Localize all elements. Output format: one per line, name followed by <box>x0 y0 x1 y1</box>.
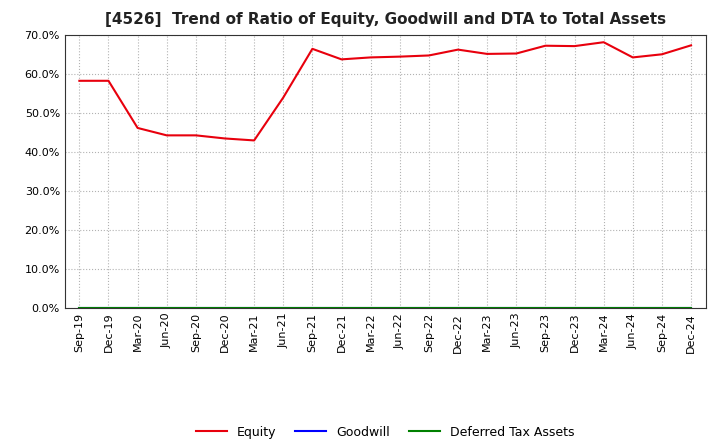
Deferred Tax Assets <box>220 305 229 311</box>
Deferred Tax Assets <box>308 305 317 311</box>
Goodwill <box>425 305 433 311</box>
Deferred Tax Assets <box>541 305 550 311</box>
Equity <box>163 133 171 138</box>
Title: [4526]  Trend of Ratio of Equity, Goodwill and DTA to Total Assets: [4526] Trend of Ratio of Equity, Goodwil… <box>104 12 666 27</box>
Deferred Tax Assets <box>629 305 637 311</box>
Goodwill <box>163 305 171 311</box>
Deferred Tax Assets <box>570 305 579 311</box>
Equity <box>512 51 521 56</box>
Goodwill <box>483 305 492 311</box>
Equity <box>220 136 229 141</box>
Goodwill <box>629 305 637 311</box>
Goodwill <box>454 305 462 311</box>
Equity <box>454 47 462 52</box>
Equity <box>337 57 346 62</box>
Equity <box>629 55 637 60</box>
Equity <box>483 51 492 57</box>
Equity <box>104 78 113 84</box>
Goodwill <box>657 305 666 311</box>
Deferred Tax Assets <box>483 305 492 311</box>
Equity <box>395 54 404 59</box>
Equity <box>366 55 375 60</box>
Equity <box>308 46 317 51</box>
Equity <box>192 133 200 138</box>
Equity <box>75 78 84 84</box>
Goodwill <box>366 305 375 311</box>
Goodwill <box>308 305 317 311</box>
Deferred Tax Assets <box>425 305 433 311</box>
Goodwill <box>250 305 258 311</box>
Deferred Tax Assets <box>657 305 666 311</box>
Equity <box>250 138 258 143</box>
Deferred Tax Assets <box>395 305 404 311</box>
Goodwill <box>395 305 404 311</box>
Line: Equity: Equity <box>79 42 691 140</box>
Deferred Tax Assets <box>133 305 142 311</box>
Deferred Tax Assets <box>104 305 113 311</box>
Equity <box>599 40 608 45</box>
Deferred Tax Assets <box>599 305 608 311</box>
Deferred Tax Assets <box>75 305 84 311</box>
Goodwill <box>279 305 287 311</box>
Deferred Tax Assets <box>366 305 375 311</box>
Goodwill <box>570 305 579 311</box>
Equity <box>687 43 696 48</box>
Deferred Tax Assets <box>337 305 346 311</box>
Deferred Tax Assets <box>454 305 462 311</box>
Equity <box>133 125 142 131</box>
Equity <box>279 95 287 100</box>
Deferred Tax Assets <box>250 305 258 311</box>
Equity <box>657 51 666 57</box>
Goodwill <box>687 305 696 311</box>
Goodwill <box>220 305 229 311</box>
Goodwill <box>599 305 608 311</box>
Goodwill <box>337 305 346 311</box>
Deferred Tax Assets <box>192 305 200 311</box>
Goodwill <box>104 305 113 311</box>
Goodwill <box>192 305 200 311</box>
Equity <box>570 44 579 49</box>
Goodwill <box>75 305 84 311</box>
Equity <box>541 43 550 48</box>
Deferred Tax Assets <box>687 305 696 311</box>
Goodwill <box>541 305 550 311</box>
Equity <box>425 53 433 58</box>
Deferred Tax Assets <box>279 305 287 311</box>
Deferred Tax Assets <box>512 305 521 311</box>
Goodwill <box>512 305 521 311</box>
Legend: Equity, Goodwill, Deferred Tax Assets: Equity, Goodwill, Deferred Tax Assets <box>191 421 580 440</box>
Goodwill <box>133 305 142 311</box>
Deferred Tax Assets <box>163 305 171 311</box>
